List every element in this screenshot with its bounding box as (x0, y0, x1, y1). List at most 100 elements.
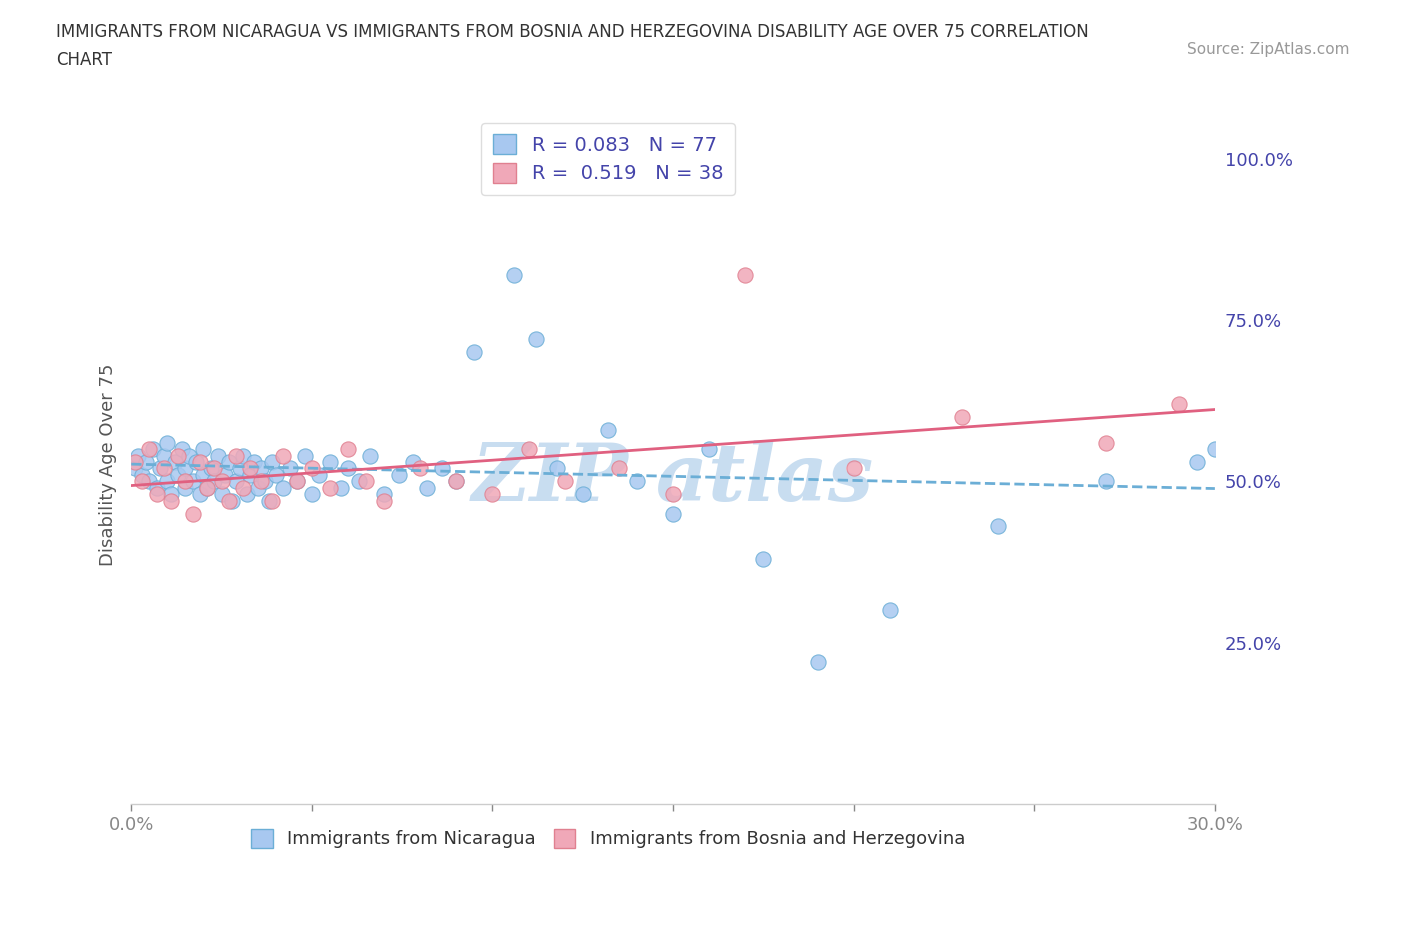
Point (319, 480, 342, 495)
Point (138, 474, 160, 489)
Point (294, 448, 316, 463)
Point (135, 455, 157, 470)
Point (174, 461, 197, 476)
Point (202, 461, 225, 476)
Point (524, 332, 547, 347)
Point (167, 448, 190, 463)
Point (354, 474, 377, 489)
Point (430, 461, 453, 476)
Point (287, 474, 309, 489)
Point (842, 461, 865, 476)
Point (218, 455, 240, 470)
Point (124, 461, 146, 476)
Text: IMMIGRANTS FROM NICARAGUA VS IMMIGRANTS FROM BOSNIA AND HERZEGOVINA DISABILITY A: IMMIGRANTS FROM NICARAGUA VS IMMIGRANTS … (56, 23, 1090, 41)
Legend: Immigrants from Nicaragua, Immigrants from Bosnia and Herzegovina: Immigrants from Nicaragua, Immigrants fr… (243, 822, 973, 856)
Point (319, 455, 342, 470)
Point (246, 480, 269, 495)
Point (1095, 435, 1118, 450)
Point (225, 474, 247, 489)
Point (193, 442, 215, 457)
Point (287, 474, 309, 489)
Point (752, 551, 775, 566)
Point (142, 442, 165, 457)
Text: CHART: CHART (56, 51, 112, 69)
Point (503, 268, 526, 283)
Point (211, 486, 233, 501)
Point (232, 448, 254, 463)
Point (160, 486, 183, 501)
Point (1185, 455, 1208, 470)
Point (359, 448, 381, 463)
Point (950, 409, 973, 424)
Point (409, 461, 432, 476)
Point (156, 474, 179, 489)
Point (329, 480, 352, 495)
Point (301, 486, 323, 501)
Point (250, 461, 273, 476)
Point (253, 474, 276, 489)
Point (596, 422, 619, 437)
Point (262, 493, 284, 508)
Point (1204, 442, 1226, 457)
Point (174, 474, 197, 489)
Point (271, 480, 294, 495)
Point (225, 448, 247, 463)
Point (181, 474, 204, 489)
Point (697, 442, 720, 457)
Point (402, 455, 425, 470)
Point (145, 486, 167, 501)
Y-axis label: Disability Age Over 75: Disability Age Over 75 (100, 364, 117, 566)
Point (463, 345, 485, 360)
Point (481, 171, 503, 186)
Point (662, 486, 685, 501)
Point (257, 493, 280, 508)
Point (278, 461, 301, 476)
Point (517, 442, 540, 457)
Point (662, 506, 685, 521)
Point (195, 480, 218, 495)
Point (879, 603, 901, 618)
Point (571, 486, 593, 501)
Point (336, 442, 359, 457)
Point (239, 468, 262, 483)
Point (243, 455, 266, 470)
Text: ZIP atlas: ZIP atlas (472, 440, 875, 517)
Point (262, 455, 284, 470)
Point (546, 461, 568, 476)
Point (186, 455, 208, 470)
Point (481, 486, 503, 501)
Point (152, 461, 174, 476)
Point (145, 480, 167, 495)
Point (308, 468, 330, 483)
Point (806, 655, 828, 670)
Point (264, 468, 287, 483)
Point (416, 480, 439, 495)
Point (271, 448, 294, 463)
Point (301, 461, 323, 476)
Point (131, 468, 153, 483)
Point (195, 480, 218, 495)
Point (156, 435, 179, 450)
Point (336, 461, 359, 476)
Point (188, 486, 211, 501)
Point (347, 474, 370, 489)
Point (232, 480, 254, 495)
Point (163, 455, 186, 470)
Point (193, 468, 215, 483)
Point (170, 442, 193, 457)
Point (214, 468, 236, 483)
Text: Source: ZipAtlas.com: Source: ZipAtlas.com (1187, 42, 1350, 57)
Point (626, 474, 648, 489)
Point (236, 486, 259, 501)
Point (202, 474, 225, 489)
Point (207, 448, 229, 463)
Point (221, 493, 243, 508)
Point (1095, 474, 1118, 489)
Point (446, 474, 468, 489)
Point (250, 474, 273, 489)
Point (987, 519, 1010, 534)
Point (188, 455, 211, 470)
Point (200, 461, 222, 476)
Point (1167, 396, 1189, 411)
Point (387, 468, 409, 483)
